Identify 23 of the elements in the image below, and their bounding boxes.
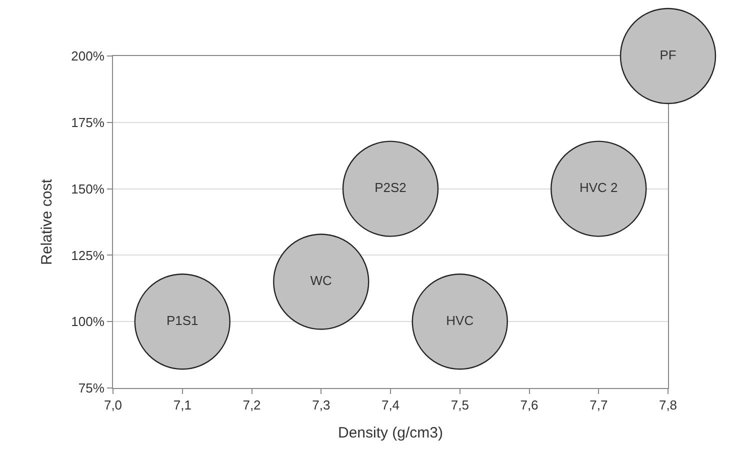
x-tick-label: 7,0 [104,398,122,413]
x-tick-label: 7,8 [658,398,678,413]
y-tick-label: 200% [71,48,105,64]
y-axis-title: Relative cost [38,178,56,265]
series-label: HVC 2 [579,180,618,196]
y-tick-label: 125% [71,248,105,263]
x-axis-title: Density (g/cm3) [338,424,444,442]
y-tick-label: 75% [78,380,105,396]
x-tick-label: 7,1 [173,398,192,413]
x-tick-label: 7,2 [242,398,261,413]
x-tick-label: 7,5 [450,398,469,413]
series-label: WC [310,273,332,288]
series-label: P1S1 [166,312,198,328]
series-label: HVC [446,312,474,328]
y-tick-label: 175% [71,114,105,130]
x-tick-label: 7,3 [312,398,330,413]
x-tick-label: 7,7 [590,398,608,413]
x-tick-label: 7,6 [520,398,538,413]
series-label: P2S2 [374,180,406,196]
y-tick-label: 150% [71,181,105,196]
x-tick-label: 7,4 [381,398,400,413]
series-label: PF [660,47,676,62]
y-tick-label: 100% [71,314,105,330]
